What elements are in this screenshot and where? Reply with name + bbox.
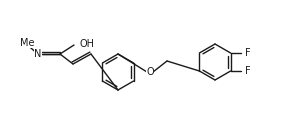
Text: Me: Me	[20, 38, 35, 48]
Text: OH: OH	[79, 39, 94, 49]
Text: F: F	[244, 66, 250, 76]
Text: F: F	[244, 48, 250, 58]
Text: O: O	[146, 67, 154, 77]
Text: N: N	[34, 49, 42, 59]
